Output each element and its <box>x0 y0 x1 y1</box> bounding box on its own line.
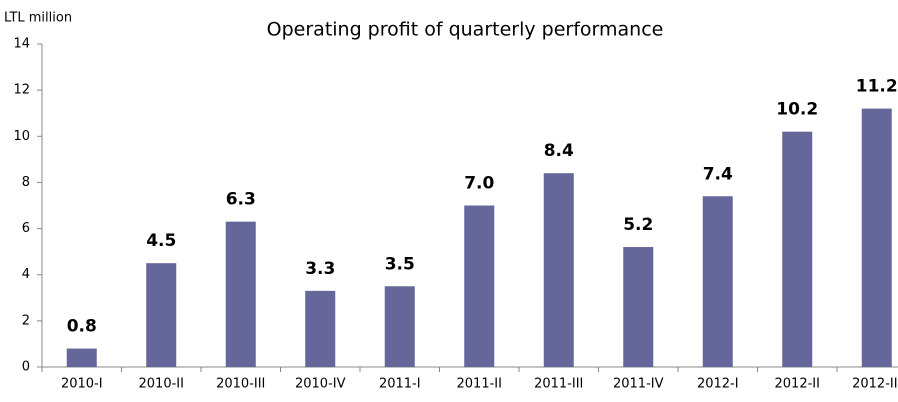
bar <box>702 196 733 367</box>
y-tick-label: 2 <box>22 313 30 328</box>
y-tick-label: 8 <box>22 175 30 190</box>
x-tick-label: 2010-III <box>216 377 265 392</box>
bar <box>861 108 892 367</box>
x-tick-label: 2010-IV <box>295 377 346 392</box>
bar <box>146 263 177 367</box>
value-label: 7.0 <box>464 174 494 194</box>
bar <box>66 348 97 367</box>
bar <box>225 221 256 367</box>
value-label: 3.3 <box>305 259 335 279</box>
value-label: 10.2 <box>776 100 818 120</box>
value-label: 4.5 <box>146 231 176 251</box>
value-label: 0.8 <box>67 317 97 337</box>
bar <box>782 131 813 367</box>
y-tick-label: 10 <box>13 129 30 144</box>
x-tick-label: 2010-I <box>61 377 103 392</box>
value-label: 8.4 <box>544 141 574 161</box>
x-tick-label: 2011-III <box>534 377 583 392</box>
bar <box>305 290 336 367</box>
bar <box>384 286 415 367</box>
y-tick-label: 14 <box>13 37 30 52</box>
value-label: 7.4 <box>703 164 733 184</box>
x-tick-label: 2012-III <box>852 377 898 392</box>
x-tick-label: 2011-II <box>457 377 502 392</box>
value-label: 11.2 <box>856 77 898 97</box>
x-tick-label: 2011-I <box>379 377 421 392</box>
y-tick-label: 4 <box>22 267 30 282</box>
y-tick-label: 12 <box>13 83 30 98</box>
y-tick-label: 0 <box>22 360 30 375</box>
bar <box>464 205 495 367</box>
bar <box>543 173 574 367</box>
y-tick-label: 6 <box>22 221 30 236</box>
x-tick-label: 2011-IV <box>613 377 664 392</box>
x-tick-label: 2010-II <box>139 377 184 392</box>
value-label: 6.3 <box>226 190 256 210</box>
x-tick-label: 2012-I <box>697 377 739 392</box>
x-tick-label: 2012-II <box>775 377 820 392</box>
chart-title: Operating profit of quarterly performanc… <box>267 19 664 41</box>
bar <box>623 247 654 367</box>
value-label: 5.2 <box>623 215 653 235</box>
y-axis-label: LTL million <box>4 11 72 26</box>
value-label: 3.5 <box>385 254 415 274</box>
